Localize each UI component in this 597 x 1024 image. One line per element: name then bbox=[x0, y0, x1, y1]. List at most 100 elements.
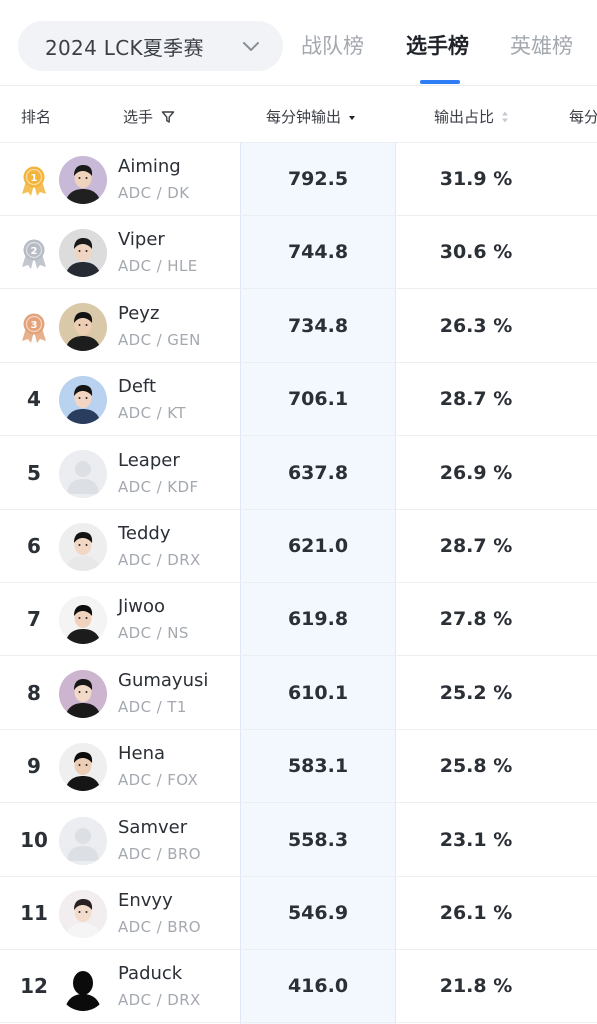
avatar bbox=[59, 816, 107, 865]
chevron-down-icon bbox=[243, 42, 259, 51]
damage-per-minute-cell: 558.3 bbox=[287, 828, 349, 851]
damage-share-cell: 21.8 % bbox=[439, 975, 513, 998]
table-row[interactable]: 5 Leaper ADC / KDF 637.8 26.9 % bbox=[0, 437, 597, 510]
rank-number: 5 bbox=[27, 460, 41, 485]
table-row[interactable]: 9 Hena ADC / FOX 583.1 25.8 % bbox=[0, 730, 597, 804]
medal-rank: 2 bbox=[31, 246, 38, 257]
damage-share-cell: 26.3 % bbox=[439, 314, 513, 337]
avatar bbox=[59, 523, 107, 571]
tab-player-ranking[interactable]: 选手榜 bbox=[406, 34, 469, 58]
season-selector[interactable]: 2024 LCK夏季赛 bbox=[18, 21, 283, 71]
table-row[interactable]: 2 Viper ADC / HLE 744.8 30.6 % bbox=[0, 216, 597, 290]
player-role-team: ADC / BRO bbox=[118, 918, 201, 936]
player-role-team: ADC / BRO bbox=[118, 844, 201, 863]
player-role-team: ADC / DRX bbox=[118, 551, 201, 569]
damage-per-minute-cell: 744.8 bbox=[287, 241, 349, 264]
damage-per-minute-cell: 637.8 bbox=[287, 461, 349, 484]
player-role-team: ADC / KT bbox=[118, 404, 186, 423]
table-row[interactable]: 4 Deft ADC / KT 706.1 28.7 % bbox=[0, 363, 597, 437]
table-row[interactable]: 1 Aiming ADC / DK 792.5 31.9 % bbox=[0, 143, 597, 216]
rank-number: 4 bbox=[27, 387, 41, 412]
player-name: Hena bbox=[118, 743, 166, 765]
filter-icon[interactable] bbox=[161, 110, 175, 124]
damage-per-minute-cell: 546.9 bbox=[287, 902, 349, 924]
rank-number: 8 bbox=[27, 680, 41, 705]
bronze-medal-icon: 3 bbox=[20, 312, 48, 344]
header-damage-share[interactable]: 输出占比 bbox=[434, 106, 510, 127]
player-role-team: ADC / GEN bbox=[118, 330, 201, 349]
player-role-team: ADC / T1 bbox=[118, 697, 187, 716]
silver-medal-icon: 2 bbox=[20, 238, 48, 270]
table-row[interactable]: 11 Envyy ADC / BRO 546.9 26.1 % bbox=[0, 877, 597, 950]
damage-per-minute-cell: 706.1 bbox=[287, 388, 349, 411]
table-row[interactable]: 12 Paduck ADC / DRX 416.0 21.8 % bbox=[0, 950, 597, 1024]
damage-share-cell: 25.2 % bbox=[439, 681, 513, 704]
player-name: Deft bbox=[118, 376, 157, 398]
medal-rank: 3 bbox=[31, 320, 38, 331]
player-role-team: ADC / DK bbox=[118, 184, 190, 202]
damage-share-cell: 28.7 % bbox=[439, 388, 513, 411]
player-name: Aiming bbox=[118, 156, 181, 177]
header-dpm[interactable]: 每分钟输出 bbox=[266, 106, 357, 127]
damage-share-cell: 23.1 % bbox=[439, 828, 513, 851]
player-name: Envyy bbox=[118, 890, 173, 911]
player-name: Peyz bbox=[118, 302, 160, 324]
damage-per-minute-cell: 416.0 bbox=[287, 975, 349, 998]
player-name: Teddy bbox=[118, 523, 171, 544]
damage-per-minute-cell: 621.0 bbox=[287, 535, 349, 557]
damage-per-minute-cell: 583.1 bbox=[287, 755, 349, 778]
header-dpm-label: 每分钟输出 bbox=[266, 108, 342, 126]
player-name: Viper bbox=[118, 229, 165, 251]
avatar bbox=[59, 963, 107, 1012]
header-player[interactable]: 选手 bbox=[123, 106, 175, 127]
avatar bbox=[59, 890, 107, 938]
avatar bbox=[59, 449, 107, 498]
damage-share-cell: 25.8 % bbox=[439, 755, 513, 778]
table-header: 排名 选手 每分钟输出 输出占比 每分 bbox=[0, 86, 597, 143]
damage-per-minute-cell: 734.8 bbox=[287, 314, 349, 337]
rank-number: 12 bbox=[20, 974, 48, 999]
rank-number: 7 bbox=[27, 607, 41, 632]
table-row[interactable]: 6 Teddy ADC / DRX 621.0 28.7 % bbox=[0, 510, 597, 583]
avatar bbox=[59, 156, 107, 204]
header-player-label: 选手 bbox=[123, 108, 154, 126]
damage-per-minute-cell: 619.8 bbox=[287, 608, 349, 631]
player-name: Jiwoo bbox=[118, 596, 166, 618]
avatar bbox=[59, 743, 107, 792]
player-role-team: ADC / HLE bbox=[118, 257, 198, 276]
player-name: Gumayusi bbox=[118, 669, 209, 691]
damage-share-cell: 30.6 % bbox=[439, 241, 513, 264]
medal-rank: 1 bbox=[31, 173, 38, 184]
rank-number: 10 bbox=[20, 827, 48, 852]
player-name: Leaper bbox=[118, 449, 180, 471]
table-row[interactable]: 10 Samver ADC / BRO 558.3 23.1 % bbox=[0, 804, 597, 877]
player-name: Samver bbox=[118, 816, 188, 838]
sort-icon bbox=[502, 111, 509, 122]
player-role-team: ADC / KDF bbox=[118, 477, 199, 496]
table-row[interactable]: 8 Gumayusi ADC / T1 610.1 25.2 % bbox=[0, 657, 597, 730]
top-bar: 2024 LCK夏季赛 战队榜 选手榜 英雄榜 bbox=[0, 0, 597, 86]
damage-share-cell: 27.8 % bbox=[439, 608, 513, 631]
tab-hero-ranking[interactable]: 英雄榜 bbox=[510, 34, 573, 58]
sorted-column-highlight bbox=[240, 86, 396, 1024]
sort-desc-icon bbox=[349, 115, 356, 120]
header-share-label: 输出占比 bbox=[434, 108, 495, 126]
avatar bbox=[59, 229, 107, 278]
table-row[interactable]: 3 Peyz ADC / GEN 734.8 26.3 % bbox=[0, 290, 597, 363]
avatar bbox=[59, 376, 107, 425]
avatar bbox=[59, 302, 107, 351]
active-tab-indicator bbox=[420, 80, 460, 84]
damage-share-cell: 26.9 % bbox=[439, 461, 513, 484]
rank-number: 9 bbox=[27, 754, 41, 779]
damage-per-minute-cell: 792.5 bbox=[287, 168, 349, 190]
tab-team-ranking[interactable]: 战队榜 bbox=[301, 34, 364, 58]
season-selector-label: 2024 LCK夏季赛 bbox=[45, 35, 204, 60]
rank-number: 11 bbox=[20, 901, 48, 925]
table-row[interactable]: 7 Jiwoo ADC / NS 619.8 27.8 % bbox=[0, 583, 597, 657]
player-role-team: ADC / NS bbox=[118, 624, 189, 643]
damage-share-cell: 26.1 % bbox=[439, 902, 513, 924]
damage-per-minute-cell: 610.1 bbox=[287, 681, 349, 704]
header-rank: 排名 bbox=[21, 108, 52, 126]
damage-share-cell: 31.9 % bbox=[439, 168, 513, 190]
header-next-column[interactable]: 每分 bbox=[569, 108, 597, 126]
